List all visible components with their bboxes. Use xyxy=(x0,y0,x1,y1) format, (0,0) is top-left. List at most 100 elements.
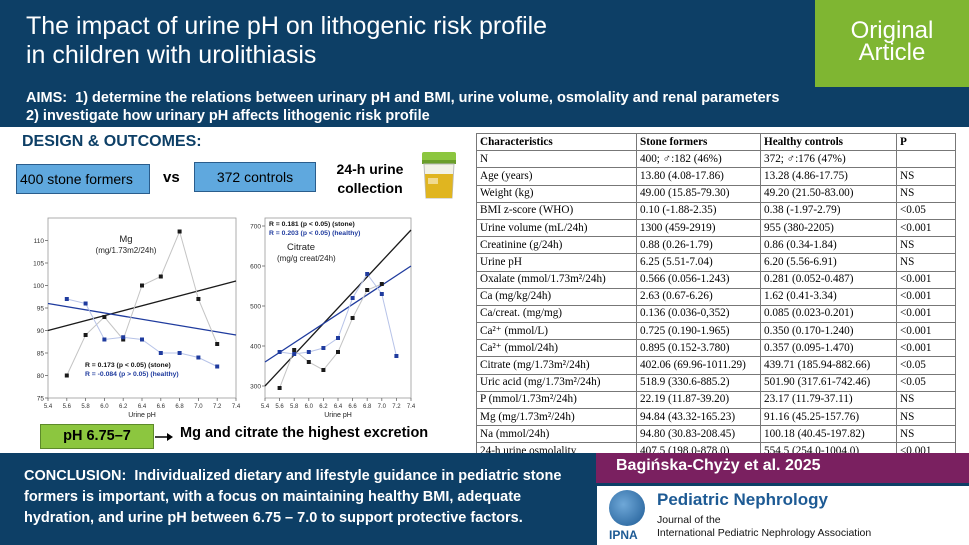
title-line-1: The impact of urine pH on lithogenic ris… xyxy=(26,12,548,40)
table-cell: Urine pH xyxy=(476,253,637,272)
table-cell: <0.001 xyxy=(896,322,956,341)
data-point-healthy xyxy=(292,352,297,356)
table-row: Mg (mg/1.73m²/24h) 94.84 (43.32-165.23) 91… xyxy=(476,407,956,427)
journal-sub-2: International Pediatric Nephrology Assoc… xyxy=(657,527,872,539)
data-point-stone xyxy=(365,288,370,292)
x-tick-label: 6.8 xyxy=(175,404,184,410)
data-point-stone xyxy=(196,297,201,301)
table-cell: Mg (mg/1.73m²/24h) xyxy=(476,407,637,427)
table-cell: NS xyxy=(896,253,956,272)
stone-correlation-annotation: R = 0.173 (p < 0.05) (stone) xyxy=(85,362,171,369)
table-cell: NS xyxy=(896,407,956,427)
aims-section: AIMS: 1) determine the relations between… xyxy=(0,87,969,127)
table-cell: Ca/creat. (mg/mg) xyxy=(476,304,637,324)
conclusion-line-1: CONCLUSION: Individualized dietary and l… xyxy=(24,468,562,484)
urine-collection-label: 24-h urine collection xyxy=(330,160,410,198)
table-cell: NS xyxy=(896,184,956,203)
table-cell: <0.05 xyxy=(896,201,956,220)
table-row: Urine volume (mL/24h) 1300 (459-2919) 955 … xyxy=(476,218,956,238)
x-tick-label: 6.2 xyxy=(119,404,128,410)
table-cell: <0.001 xyxy=(896,270,956,289)
data-point-stone xyxy=(215,342,220,346)
ipna-logo-text: IPNA xyxy=(609,528,638,542)
data-point-stone xyxy=(177,229,182,234)
table-cell: 22.19 (11.87-39.20) xyxy=(636,390,761,410)
journal-name: Pediatric Nephrology xyxy=(657,490,828,509)
x-tick-label: 7.4 xyxy=(232,404,241,410)
x-tick-label: 7.4 xyxy=(407,404,415,410)
citrate-scatter-chart: 300 400 500 600 700 5.4 5.6 5.8 6.0 6.2 6.4 6.6 6.8 7… xyxy=(245,212,415,420)
conclusion-text: CONCLUSION: Individualized dietary and l… xyxy=(24,466,569,529)
data-point-healthy xyxy=(177,351,182,355)
x-tick-label: 6.8 xyxy=(363,404,372,410)
x-tick-label: 6.0 xyxy=(100,404,109,410)
data-point-healthy xyxy=(215,364,220,369)
data-point-healthy xyxy=(336,336,340,340)
data-point-healthy xyxy=(121,335,126,340)
article-type-badge: Original Article xyxy=(815,0,969,87)
journal-sub-1: Journal of the xyxy=(657,514,721,526)
x-tick-label: 5.4 xyxy=(44,404,53,410)
x-tick-label: 5.8 xyxy=(81,404,90,410)
table-cell: P (mmol/1.73m²/24h) xyxy=(476,390,637,410)
y-tick-label: 300 xyxy=(250,384,261,391)
table-cell: <0.001 xyxy=(896,304,956,324)
trend-line-stone xyxy=(47,280,237,332)
urine-label-2: collection xyxy=(337,180,403,196)
data-point-healthy xyxy=(350,296,355,300)
table-cell: 49.00 (15.85-79.30) xyxy=(636,184,761,203)
table-cell: 402.06 (69.96-1011.29) xyxy=(636,356,761,375)
table-row: Oxalate (mmol/1.73m²/24h) 0.566 (0.056-1.… xyxy=(476,270,956,289)
table-cell: 0.86 (0.34-1.84) xyxy=(760,236,897,255)
data-point-healthy xyxy=(83,301,88,306)
y-tick-label: 75 xyxy=(37,396,45,403)
table-cell: 400; ♂:182 (46%) xyxy=(636,150,761,169)
table-cell: 0.357 (0.095-1.470) xyxy=(760,339,897,358)
chart-title: Mg xyxy=(119,234,132,245)
data-point-healthy xyxy=(379,292,384,296)
data-point-stone xyxy=(321,368,326,372)
table-row: Ca²⁺ (mmol/24h) 0.895 (0.152-3.780) 0.357 … xyxy=(476,339,956,358)
table-row: N 400; ♂:182 (46%) 372; ♂:176 (47%) xyxy=(476,150,956,169)
table-cell: 2.63 (0.67-6.26) xyxy=(636,287,761,306)
table-cell: Ca (mg/kg/24h) xyxy=(476,287,637,306)
y-tick-label: 600 xyxy=(250,264,261,271)
table-cell: 100.18 (40.45-197.82) xyxy=(760,425,897,444)
design-title: DESIGN & OUTCOMES: xyxy=(22,133,202,150)
data-point-stone xyxy=(140,283,144,288)
table-cell: 13.80 (4.08-17.86) xyxy=(636,167,761,186)
column-header: Healthy controls xyxy=(760,132,897,152)
table-cell: 955 (380-2205) xyxy=(760,218,897,238)
table-cell: 0.725 (0.190-1.965) xyxy=(636,322,761,341)
table-row: Citrate (mg/1.73m²/24h) 402.06 (69.96-101… xyxy=(476,356,956,375)
x-tick-label: 5.6 xyxy=(63,404,72,410)
healthy-correlation-annotation: R = -0.084 (p > 0.05) (healthy) xyxy=(85,371,179,378)
table-cell: Creatinine (g/24h) xyxy=(476,236,637,255)
table-cell: 0.38 (-1.97-2.79) xyxy=(760,201,897,220)
x-tick-label: 6.0 xyxy=(305,404,314,410)
table-row: Uric acid (mg/1.73m²/24h) 518.9 (330.6-88… xyxy=(476,373,956,392)
conclusion-text-3: hydration, and urine pH between 6.75 – 7… xyxy=(24,510,523,526)
aims-text-1: 1) determine the relations between urina… xyxy=(75,90,780,106)
data-point-healthy xyxy=(321,346,326,350)
header-banner: The impact of urine pH on lithogenic ris… xyxy=(0,0,815,87)
data-point-healthy xyxy=(158,351,163,355)
urine-cup-icon xyxy=(422,152,456,199)
table-cell: 49.20 (21.50-83.00) xyxy=(760,184,897,203)
table-cell: 0.350 (0.170-1.240) xyxy=(760,322,897,341)
data-point-stone xyxy=(83,333,88,337)
table-row: P (mmol/1.73m²/24h) 22.19 (11.87-39.20) 23… xyxy=(476,390,956,410)
x-tick-label: 7.0 xyxy=(194,404,203,410)
table-cell: <0.001 xyxy=(896,339,956,358)
table-header-row: Characteristics Stone formers Healthy co… xyxy=(476,132,956,152)
x-tick-label: 6.4 xyxy=(334,404,343,410)
table-cell: 94.84 (43.32-165.23) xyxy=(636,407,761,427)
table-cell: 94.80 (30.83-208.45) xyxy=(636,425,761,444)
table-cell: 439.71 (185.94-882.66) xyxy=(760,356,897,375)
data-point-stone xyxy=(277,386,282,390)
table-cell: Oxalate (mmol/1.73m²/24h) xyxy=(476,270,637,289)
data-point-stone xyxy=(379,282,384,286)
chart-title: Citrate xyxy=(287,242,315,253)
data-point-stone xyxy=(121,337,126,342)
trend-line-stone xyxy=(264,229,412,387)
